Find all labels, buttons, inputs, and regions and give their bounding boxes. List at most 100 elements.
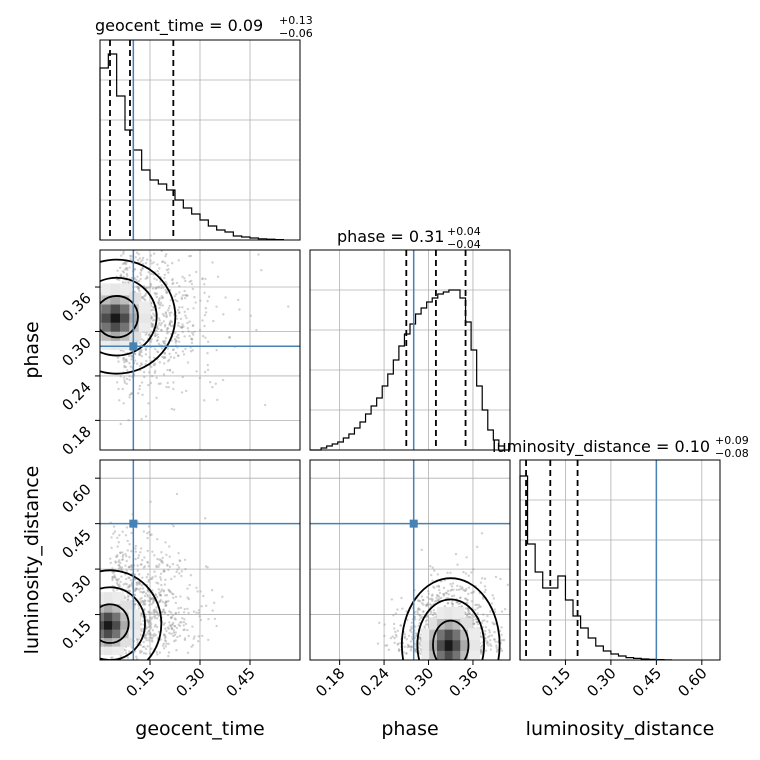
scatter-point [150, 626, 153, 630]
scatter-point [224, 296, 227, 299]
scatter-point [160, 329, 163, 332]
scatter-point [150, 639, 154, 642]
scatter-point [179, 595, 182, 598]
scatter-point [154, 593, 157, 597]
scatter-point [169, 324, 173, 328]
scatter-point [165, 553, 168, 556]
scatter-point [407, 644, 411, 648]
scatter-point [125, 266, 128, 270]
density-cell [100, 609, 108, 622]
scatter-point [455, 601, 458, 604]
scatter-point [436, 593, 439, 597]
density-cell [468, 638, 481, 651]
scatter-point [429, 609, 432, 613]
scatter-point [409, 645, 413, 648]
scatter-point [215, 305, 218, 308]
scatter-point [480, 644, 484, 648]
scatter-point [166, 327, 169, 330]
scatter-point [195, 611, 198, 614]
scatter-point [204, 336, 207, 339]
scatter-point [128, 177, 130, 179]
scatter-point [146, 549, 149, 553]
scatter-point [165, 642, 168, 645]
scatter-point [119, 654, 122, 657]
scatter-point [147, 383, 150, 387]
scatter-point [129, 565, 132, 568]
scatter-point [184, 314, 187, 317]
scatter-point [143, 603, 146, 606]
scatter-point [144, 277, 147, 280]
scatter-point [177, 336, 180, 340]
scatter-point [513, 624, 515, 626]
scatter-point [121, 262, 125, 266]
ytick-label-luminosity_distance-1: 0.30 [58, 571, 94, 607]
scatter-point [146, 536, 149, 540]
scatter-point [156, 612, 160, 615]
scatter-point [397, 649, 401, 652]
scatter-point [171, 562, 175, 566]
scatter-point [459, 585, 462, 588]
scatter-point [162, 340, 165, 343]
scatter-point [117, 564, 120, 567]
scatter-point [183, 607, 186, 611]
scatter-point [123, 379, 126, 382]
scatter-point [117, 567, 121, 570]
scatter-point [122, 402, 125, 405]
scatter-point [468, 611, 471, 615]
scatter-point [158, 306, 161, 310]
scatter-point [211, 609, 214, 612]
scatter-point [157, 565, 160, 569]
scatter-point [152, 273, 155, 276]
scatter-point [134, 547, 137, 550]
scatter-point [414, 649, 418, 653]
scatter-point [162, 608, 165, 611]
scatter-point [118, 564, 121, 567]
scatter-point [161, 560, 164, 563]
scatter-point [425, 618, 429, 622]
scatter-point [146, 620, 150, 624]
scatter-point [175, 626, 179, 630]
scatter-point [163, 611, 167, 615]
scatter-point [148, 603, 151, 607]
scatter-point [181, 375, 185, 379]
scatter-point [154, 616, 157, 620]
scatter-point [165, 291, 168, 294]
scatter-point [419, 644, 422, 647]
scatter-point [160, 588, 164, 591]
scatter-point [176, 354, 180, 357]
scatter-point [170, 320, 174, 324]
density-cell [100, 626, 108, 639]
scatter-point [394, 630, 397, 634]
scatter-point [147, 611, 151, 614]
scatter-point [178, 634, 182, 638]
scatter-point [182, 237, 184, 239]
scatter-point [168, 589, 171, 592]
scatter-point [160, 611, 164, 614]
scatter-point [483, 632, 487, 636]
histogram-luminosity_distance [519, 475, 673, 661]
scatter-point [115, 381, 119, 384]
scatter-point [146, 619, 149, 623]
scatter-point [124, 360, 127, 363]
scatter-point [148, 625, 151, 628]
grid-0-0 [149, 40, 251, 240]
scatter-point [181, 230, 183, 232]
scatter-point [488, 631, 491, 634]
scatter-point [174, 618, 177, 621]
scatter-point [133, 352, 137, 355]
scatter-point [125, 583, 128, 586]
scatter-point [174, 339, 178, 342]
scatter-point [190, 337, 193, 340]
scatter-point [147, 629, 150, 633]
scatter-point [207, 617, 210, 621]
scatter-point [510, 575, 512, 577]
scatter-point [177, 611, 180, 614]
scatter-point [184, 279, 187, 283]
scatter-point [170, 627, 174, 630]
density-cell [452, 607, 465, 620]
scatter-point [186, 243, 188, 245]
scatter-point [170, 627, 174, 631]
scatter-point [410, 630, 413, 634]
xtick-label-geocent_time-0: 0.15 [122, 664, 158, 700]
